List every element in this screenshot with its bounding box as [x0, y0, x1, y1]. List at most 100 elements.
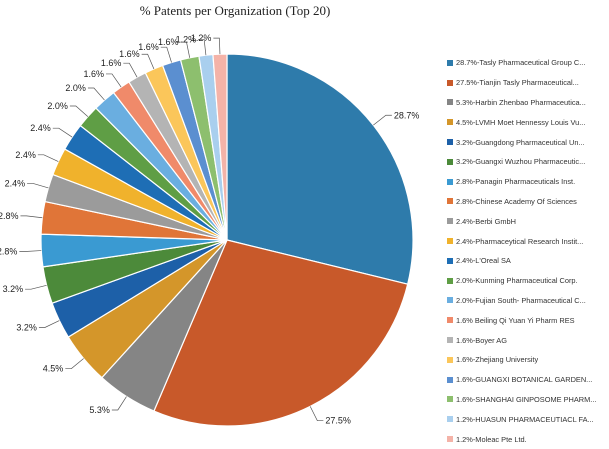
legend-swatch	[447, 416, 453, 423]
slice-label: 2.8%	[0, 211, 18, 221]
legend-label: 1.6%-GUANGXI BOTANICAL GARDEN...	[456, 375, 593, 385]
legend-item: 1.6%-Zhejiang University	[447, 350, 607, 370]
slice-label: 1.2%	[191, 33, 212, 43]
leader-line	[65, 358, 84, 370]
leader-line	[38, 320, 60, 328]
legend-item: 2.4%-Berbi GmbH	[447, 211, 607, 231]
slice-label: 3.2%	[16, 322, 37, 332]
legend-item: 3.2%-Guangxi Wuzhou Pharmaceutic...	[447, 152, 607, 172]
legend-label: 1.6%-Zhejiang University	[456, 355, 539, 365]
legend-swatch	[447, 79, 453, 86]
leader-line	[123, 62, 138, 78]
slice-label: 2.4%	[15, 150, 36, 160]
leader-line	[373, 114, 392, 126]
leader-line	[25, 284, 47, 290]
slice-label: 1.6%	[83, 69, 104, 79]
slice-label: 28.7%	[394, 110, 420, 120]
legend-item: 4.5%-LVMH Moet Hennessy Louis Vu...	[447, 112, 607, 132]
legend-swatch	[447, 356, 453, 363]
legend-label: 3.2%-Guangxi Wuzhou Pharmaceutic...	[456, 157, 586, 167]
legend-label: 1.2%-Moleac Pte Ltd.	[456, 434, 527, 444]
legend-swatch	[447, 99, 453, 106]
slice-label: 4.5%	[43, 364, 64, 374]
legend-label: 2.8%-Panagin Pharmaceuticals Inst.	[456, 177, 576, 187]
leader-line	[27, 183, 49, 189]
leader-line	[213, 37, 221, 55]
legend-swatch	[447, 297, 453, 304]
slice-label: 2.0%	[65, 83, 86, 93]
leader-line	[20, 215, 43, 219]
legend-swatch	[447, 119, 453, 126]
legend-item: 1.6%-GUANGXI BOTANICAL GARDEN...	[447, 370, 607, 390]
legend-swatch	[447, 238, 453, 245]
legend-item: 2.0%-Kunming Pharmaceutical Corp.	[447, 271, 607, 291]
chart-title: % Patents per Organization (Top 20)	[139, 3, 331, 18]
slice-label: 2.0%	[47, 101, 68, 111]
leader-line	[19, 250, 42, 252]
leader-line	[106, 73, 122, 88]
slice-label: 27.5%	[325, 416, 351, 426]
legend-item: 2.4%-Pharmaceytical Research Instit...	[447, 231, 607, 251]
legend-swatch	[447, 436, 453, 443]
legend-label: 2.4%-Berbi GmbH	[456, 216, 516, 226]
legend-label: 2.4%-L'Oreal SA	[456, 256, 511, 266]
leader-line	[87, 87, 105, 101]
slice-label: 1.6%	[158, 37, 179, 47]
legend-label: 27.5%-Tianjin Tasly Pharmaceutical...	[456, 78, 579, 88]
leader-line	[309, 406, 324, 422]
legend-label: 3.2%-Guangdong Pharmaceutical Un...	[456, 137, 585, 147]
legend-item: 1.6% Beiling Qi Yuan Yi Pharm RES	[447, 310, 607, 330]
slice-label: 3.2%	[3, 284, 24, 294]
slice-label: 1.6%	[101, 58, 122, 68]
legend-item: 1.6%-SHANGHAI GINPOSOME PHARM...	[447, 390, 607, 410]
legend-label: 2.0%-Kunming Pharmaceutical Corp.	[456, 276, 578, 286]
leader-line	[37, 154, 59, 162]
slice-label: 5.3%	[89, 405, 110, 415]
slice-label: 2.4%	[30, 123, 51, 133]
legend-label: 2.8%-Chinese Academy Of Sciences	[456, 196, 577, 206]
legend-label: 4.5%-LVMH Moet Hennessy Louis Vu...	[456, 117, 586, 127]
slice-label: 1.6%	[119, 49, 140, 59]
leader-line	[198, 38, 207, 56]
slice-label: 1.6%	[138, 42, 159, 52]
legend-item: 5.3%-Harbin Zhenbao Pharmaceutica...	[447, 93, 607, 113]
legend-label: 1.6%-Boyer AG	[456, 335, 507, 345]
legend-label: 1.2%-HUASUN PHARMACEUTIACL FA...	[456, 414, 594, 424]
legend: 28.7%-Tasly Pharmaceutical Group C... 27.…	[447, 53, 607, 449]
legend-swatch	[447, 178, 453, 185]
slice-label: 2.4%	[5, 178, 26, 188]
legend-swatch	[447, 158, 453, 165]
leader-line	[52, 127, 73, 138]
legend-label: 5.3%-Harbin Zhenbao Pharmaceutica...	[456, 97, 586, 107]
legend-item: 2.8%-Panagin Pharmaceuticals Inst.	[447, 172, 607, 192]
slice-label: 2.8%	[0, 246, 17, 256]
legend-swatch	[447, 277, 453, 284]
legend-item: 2.8%-Chinese Academy Of Sciences	[447, 192, 607, 212]
slice-label: 1.2%	[176, 34, 197, 44]
pie-slice	[226, 53, 414, 285]
leader-line	[141, 53, 155, 70]
legend-item: 1.2%-HUASUN PHARMACEUTIACL FA...	[447, 409, 607, 429]
legend-label: 1.6% Beiling Qi Yuan Yi Pharm RES	[456, 315, 575, 325]
leader-line	[111, 396, 127, 411]
legend-item: 1.2%-Moleac Pte Ltd.	[447, 429, 607, 449]
legend-item: 1.6%-Boyer AG	[447, 330, 607, 350]
legend-label: 28.7%-Tasly Pharmaceutical Group C...	[456, 58, 586, 68]
legend-swatch	[447, 317, 453, 324]
legend-swatch	[447, 218, 453, 225]
leader-line	[180, 41, 191, 58]
legend-swatch	[447, 198, 453, 205]
legend-swatch	[447, 257, 453, 264]
pie-slice	[153, 239, 409, 427]
legend-item: 27.5%-Tianjin Tasly Pharmaceutical...	[447, 73, 607, 93]
legend-swatch	[447, 59, 453, 66]
leader-line	[69, 105, 89, 117]
legend-item: 2.4%-L'Oreal SA	[447, 251, 607, 271]
legend-swatch	[447, 139, 453, 146]
legend-item: 3.2%-Guangdong Pharmaceutical Un...	[447, 132, 607, 152]
legend-swatch	[447, 396, 453, 403]
leader-line	[160, 46, 172, 63]
legend-swatch	[447, 337, 453, 344]
legend-item: 2.0%-Fujian South- Pharmaceutical C...	[447, 291, 607, 311]
